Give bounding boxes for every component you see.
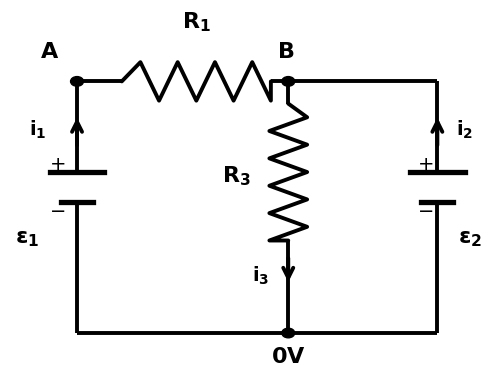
Text: $\mathbf{A}$: $\mathbf{A}$ <box>40 42 59 62</box>
Circle shape <box>282 77 295 86</box>
Circle shape <box>282 328 295 338</box>
Text: $\mathbf{\varepsilon_1}$: $\mathbf{\varepsilon_1}$ <box>15 229 39 249</box>
Text: $-$: $-$ <box>49 199 65 219</box>
Text: $\mathbf{R_3}$: $\mathbf{R_3}$ <box>222 164 250 188</box>
Text: $\mathbf{R_1}$: $\mathbf{R_1}$ <box>182 10 211 34</box>
Text: $\mathbf{i_3}$: $\mathbf{i_3}$ <box>252 265 269 287</box>
Text: $\mathbf{0V}$: $\mathbf{0V}$ <box>271 347 306 367</box>
Text: $\mathbf{\varepsilon_2}$: $\mathbf{\varepsilon_2}$ <box>458 229 482 249</box>
Text: $\mathbf{i_1}$: $\mathbf{i_1}$ <box>28 118 46 141</box>
Text: $-$: $-$ <box>417 199 433 219</box>
Circle shape <box>71 77 83 86</box>
Text: $+$: $+$ <box>49 155 65 174</box>
Text: $\mathbf{i_2}$: $\mathbf{i_2}$ <box>456 118 473 141</box>
Text: $\mathbf{B}$: $\mathbf{B}$ <box>277 42 294 62</box>
Text: $+$: $+$ <box>417 155 433 174</box>
